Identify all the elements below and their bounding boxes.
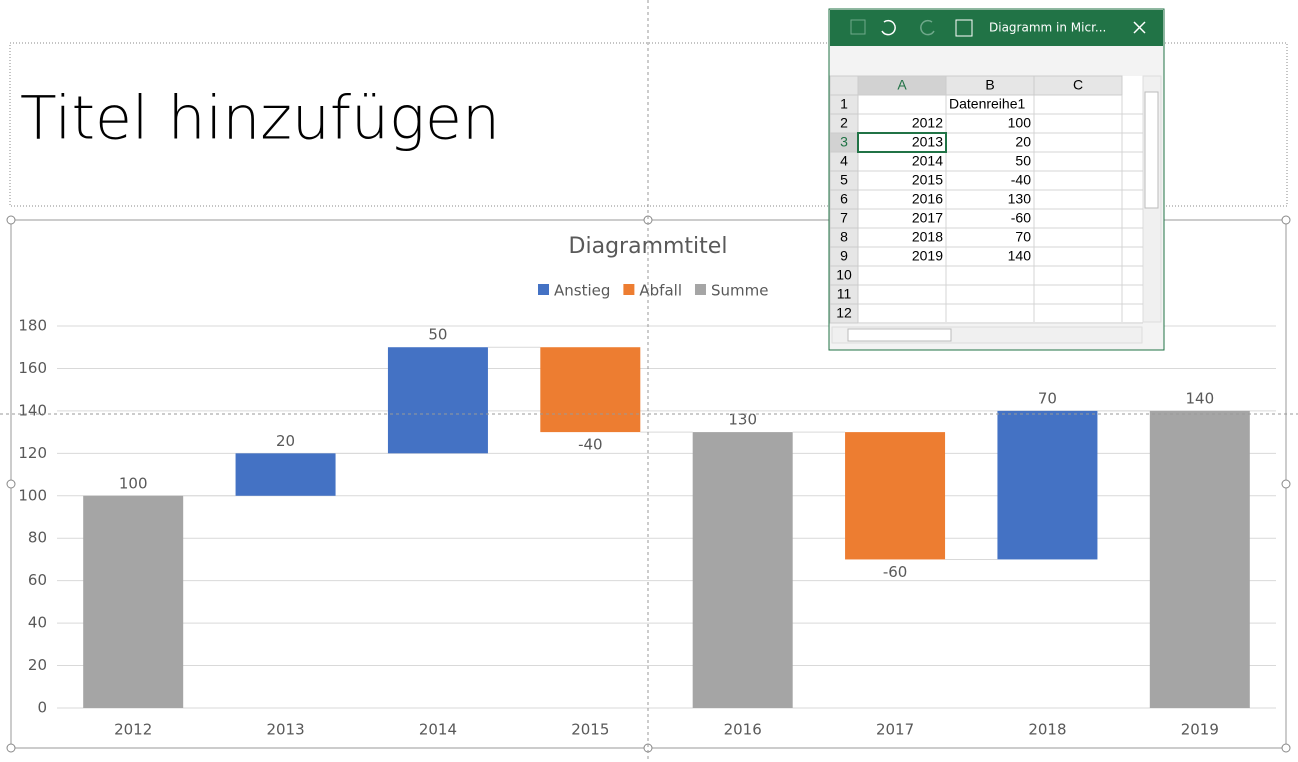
row-number: 3 — [840, 134, 848, 150]
bar — [692, 432, 793, 708]
cell: 130 — [1008, 191, 1032, 207]
y-tick-label: 20 — [28, 656, 47, 674]
row-number: 1 — [840, 96, 848, 112]
column-label: C — [1073, 77, 1083, 93]
cell: 50 — [1015, 153, 1031, 169]
x-tick-label: 2019 — [1181, 721, 1219, 739]
scroll-thumb[interactable] — [847, 328, 952, 342]
y-tick-label: 60 — [28, 571, 47, 589]
cell: 2019 — [912, 248, 943, 264]
cell: 20 — [1015, 134, 1031, 150]
data-label: 50 — [428, 326, 447, 344]
cell: 2018 — [912, 229, 943, 245]
row-number: 8 — [840, 229, 848, 245]
data-label: 70 — [1038, 389, 1057, 407]
cell: Datenreihe1 — [949, 96, 1025, 112]
cell: 2017 — [912, 210, 943, 226]
x-tick-label: 2016 — [724, 721, 762, 739]
bar — [1149, 410, 1250, 708]
bar — [845, 432, 946, 560]
bar — [540, 347, 641, 433]
row-header — [829, 303, 859, 324]
row-number: 11 — [837, 286, 852, 302]
title-bar — [830, 10, 1163, 46]
resize-handles[interactable] — [6, 215, 1291, 753]
undo-icon[interactable] — [881, 19, 896, 36]
y-tick-label: 120 — [18, 444, 47, 462]
excel-icon[interactable] — [955, 19, 973, 37]
y-tick-label: 0 — [37, 699, 47, 717]
row-number: 10 — [836, 267, 852, 283]
row-number: 9 — [840, 248, 848, 264]
bar — [387, 347, 488, 454]
grid-area — [830, 76, 1143, 322]
row-number: 6 — [840, 191, 848, 207]
row-number: 2 — [840, 115, 848, 131]
y-tick-label: 140 — [18, 401, 47, 419]
x-tick-label: 2012 — [114, 721, 152, 739]
save-icon[interactable] — [850, 19, 866, 35]
scroll-thumb[interactable] — [1144, 91, 1159, 209]
selected-cell[interactable] — [857, 132, 947, 153]
y-tick-label: 100 — [18, 486, 47, 504]
row-number: 5 — [840, 172, 848, 188]
x-tick-label: 2013 — [266, 721, 304, 739]
cell: 2016 — [912, 191, 943, 207]
y-tick-label: 160 — [18, 359, 47, 377]
x-tick-label: 2014 — [419, 721, 457, 739]
data-label: 100 — [119, 474, 148, 492]
column-label: A — [897, 77, 907, 93]
cell: 2015 — [912, 172, 943, 188]
cell: 2013 — [912, 134, 943, 150]
cell: 2012 — [912, 115, 943, 131]
x-tick-label: 2018 — [1028, 721, 1066, 739]
column-header — [1033, 75, 1123, 96]
cell: 100 — [1008, 115, 1032, 131]
row-number: 4 — [840, 153, 848, 169]
excel-window: Diagramm in Micr... A B C123456789101112Da… — [828, 8, 1165, 351]
close-button[interactable] — [1133, 21, 1146, 34]
legend-label: Anstieg — [554, 282, 610, 300]
legend-label: Abfall — [639, 282, 682, 300]
data-label: 20 — [276, 432, 295, 450]
legend-label: Summe — [711, 282, 768, 300]
data-label: 130 — [728, 411, 757, 429]
cell: 2014 — [912, 153, 943, 169]
cell: -40 — [1011, 172, 1031, 188]
cell: 70 — [1015, 229, 1031, 245]
y-tick-label: 40 — [28, 614, 47, 632]
bar — [997, 410, 1098, 560]
legend-swatch — [623, 284, 635, 295]
corner-cell — [829, 75, 859, 96]
column-label: B — [985, 77, 994, 93]
redo-icon[interactable] — [920, 19, 935, 36]
cell: -60 — [1011, 210, 1031, 226]
data-label: -40 — [578, 436, 603, 454]
data-label: 140 — [1185, 389, 1214, 407]
x-tick-label: 2017 — [876, 721, 914, 739]
cell: 140 — [1008, 248, 1032, 264]
x-tick-label: 2015 — [571, 721, 609, 739]
slide-title[interactable]: Titel hinzufügen — [20, 84, 500, 154]
row-number: 7 — [840, 210, 848, 226]
legend-swatch — [538, 284, 549, 295]
bar — [83, 495, 184, 708]
row-number: 12 — [836, 305, 852, 321]
data-label: -60 — [883, 563, 908, 581]
bar — [235, 453, 336, 496]
y-tick-label: 180 — [18, 317, 47, 335]
window-title: Diagramm in Micr... — [989, 21, 1106, 35]
legend-swatch — [694, 284, 706, 295]
y-tick-label: 80 — [28, 529, 47, 547]
